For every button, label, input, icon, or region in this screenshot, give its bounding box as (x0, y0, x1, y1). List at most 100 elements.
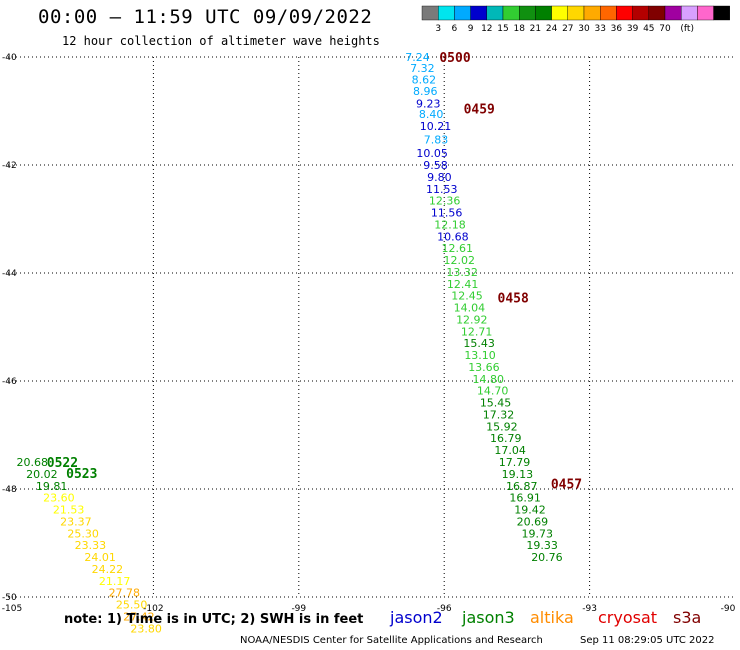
colorbar-swatch (551, 5, 568, 21)
x-tick-label: -99 (291, 604, 306, 614)
colorbar-swatch (421, 5, 439, 21)
colorbar-label: 12 (481, 24, 492, 34)
swh-point-label: 8.62 (412, 74, 437, 87)
swh-point-label: 14.80 (473, 373, 505, 386)
swh-point-label: 8.96 (413, 85, 438, 98)
swh-point-label: 25.30 (67, 527, 99, 540)
y-tick-label: -46 (2, 377, 17, 387)
footer-timestamp: Sep 11 08:29:05 UTC 2022 (580, 635, 715, 646)
swh-point-label: 14.70 (477, 385, 509, 398)
swh-point-label: 19.42 (514, 504, 546, 517)
swh-point-label: 7.83 (424, 134, 449, 147)
swh-point-label: 10.21 (420, 120, 452, 133)
legend-jason3: jason3 (462, 608, 515, 627)
swh-point-label: 13.32 (446, 266, 478, 279)
swh-point-label: 12.61 (442, 242, 474, 255)
colorbar-swatch (600, 5, 617, 21)
swh-point-label: 21.17 (99, 575, 131, 588)
swh-point-label: 23.80 (130, 622, 162, 635)
swh-point-label: 19.81 (36, 480, 68, 493)
colorbar-swatch (632, 5, 649, 21)
time-label: 0457 (551, 478, 582, 493)
swh-point-label: 12.02 (443, 254, 475, 267)
swh-point-label: 24.22 (92, 563, 124, 576)
legend-jason2: jason2 (390, 608, 443, 627)
swh-point-label: 9.23 (416, 97, 441, 110)
colorbar-label: 24 (546, 24, 558, 34)
swh-point-label: 11.53 (426, 183, 458, 196)
swh-point-label: 8.40 (419, 108, 444, 121)
swh-point-label: 12.45 (451, 290, 483, 303)
footer-credit: NOAA/NESDIS Center for Satellite Applica… (240, 635, 543, 646)
swh-point-label: 21.53 (53, 504, 85, 517)
colorbar-swatch (697, 5, 714, 21)
colorbar-swatch (648, 5, 666, 21)
colorbar-label: 15 (497, 24, 508, 34)
colorbar-swatch (454, 5, 471, 21)
colorbar-swatch (664, 5, 682, 21)
legend-cryosat: cryosat (598, 608, 658, 627)
colorbar-label: 70 (659, 24, 671, 34)
colorbar-swatch (567, 5, 585, 21)
swh-point-label: 15.92 (486, 420, 518, 433)
swh-point-label: 13.10 (464, 349, 496, 362)
swh-point-label: 23.60 (43, 492, 75, 505)
axis-ticks: -105 -102 -99 -96 -93 -90 -40 -42 -44 -46 -48 -50 (2, 53, 736, 614)
colorbar-label: 9 (468, 24, 474, 34)
colorbar-label: 3 (435, 24, 441, 34)
legend-s3a: s3a (673, 608, 702, 627)
y-tick-label: -44 (2, 269, 17, 279)
time-label: 0522 (47, 456, 78, 471)
y-tick-label: -40 (2, 53, 17, 63)
swh-point-label: 24.01 (84, 551, 116, 564)
swh-point-label: 12.71 (461, 325, 493, 338)
swh-point-label: 19.13 (502, 468, 534, 481)
colorbar-label: 33 (594, 24, 605, 34)
colorbar-swatch (519, 5, 536, 21)
swh-point-label: 12.18 (434, 218, 466, 231)
swh-point-label: 20.69 (517, 515, 549, 528)
colorbar-swatch (486, 5, 504, 21)
y-tick-label: -50 (2, 593, 17, 603)
x-tick-label: -90 (721, 604, 736, 614)
swh-point-label: 11.56 (431, 207, 463, 220)
colorbar-swatch (502, 5, 520, 21)
swh-point-label: 19.33 (526, 539, 558, 552)
colorbar-label: 45 (643, 24, 654, 34)
swh-point-label: 15.43 (463, 337, 495, 350)
colorbar-swatch (616, 5, 633, 21)
colorbar-swatch (438, 5, 455, 21)
time-label: 0500 (439, 51, 470, 66)
colorbar-swatch (681, 5, 698, 21)
colorbar-swatch (583, 5, 601, 21)
x-tick-label: -96 (437, 604, 452, 614)
colorbar-label: 39 (627, 24, 639, 34)
swh-point-label: 14.04 (454, 302, 486, 315)
swh-point-label: 17.79 (499, 456, 531, 469)
swh-point-label: 16.87 (506, 480, 538, 493)
colorbar-label: 6 (452, 24, 458, 34)
colorbar-swatch (713, 5, 730, 21)
swh-point-label: 9.58 (423, 159, 448, 172)
swh-point-label: 27.42 (123, 610, 155, 623)
colorbar-swatch (535, 5, 552, 21)
swh-point-label: 7.24 (405, 51, 430, 64)
x-tick-label: -102 (143, 604, 163, 614)
swh-point-label: 16.79 (490, 432, 522, 445)
legend-altika: altika (530, 608, 574, 627)
chart-title: 00:00 – 11:59 UTC 09/09/2022 (38, 6, 373, 28)
colorbar-unit: (ft) (680, 24, 694, 34)
swh-point-label: 17.32 (483, 408, 515, 421)
chart-subtitle: 12 hour collection of altimeter wave hei… (62, 34, 380, 48)
x-tick-label: -93 (582, 604, 597, 614)
swh-point-label: 12.36 (429, 195, 461, 208)
swh-point-label: 20.76 (531, 551, 563, 564)
swh-point-label: 20.68 (16, 456, 48, 469)
swh-point-label: 9.80 (427, 171, 452, 184)
swh-point-label: 16.91 (509, 492, 541, 505)
swh-point-label: 25.50 (116, 599, 148, 612)
y-tick-label: -48 (2, 485, 17, 495)
colorbar-label: 18 (513, 24, 525, 34)
